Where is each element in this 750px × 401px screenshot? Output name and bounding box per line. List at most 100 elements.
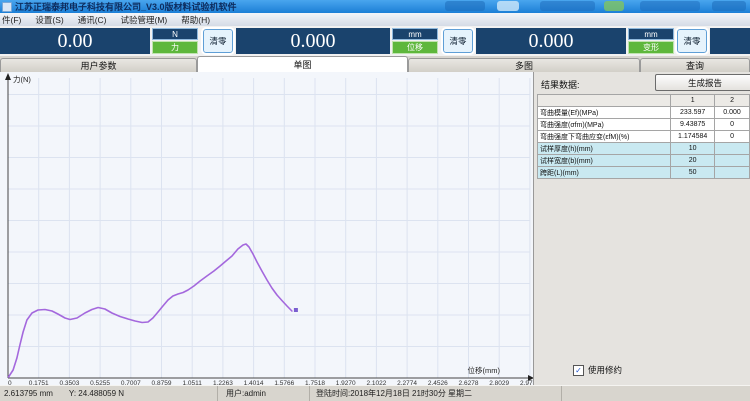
titlebar-decoration [445, 1, 485, 11]
title-bar: 江苏正瑞泰邦电子科技有限公司_V3.0版材料试验机软件 [0, 0, 750, 13]
menu-item-4[interactable]: 试验管理(M) [120, 14, 168, 25]
result-value [714, 166, 750, 179]
cursor-x-readout: 2.613795 mm [4, 389, 53, 398]
table-row[interactable]: 试样厚度(h)(mm) 10 [536, 142, 750, 155]
svg-text:0.3503: 0.3503 [59, 380, 79, 385]
status-bar: 2.613795 mm Y: 24.488059 N 用户:admin 登陆时间… [0, 385, 750, 401]
titlebar-decoration [640, 1, 700, 11]
result-value: 0 [714, 130, 750, 143]
chart-grid [8, 78, 531, 378]
measurement-display-row: 0.00 N 力清零 0.000 mm 位移 清零 0.000 mm 变形 清零 [0, 26, 750, 56]
channel-label: 变形 [628, 41, 674, 54]
table-row[interactable]: 跨距(L)(mm) 50 [536, 166, 750, 179]
result-name: 弯曲强度(σfm)(MPa) [536, 118, 672, 131]
channel-label: 力 [152, 41, 198, 54]
y-axis-label: 力(N) [13, 74, 31, 84]
svg-text:2.9781: 2.9781 [520, 380, 533, 385]
svg-text:0.8759: 0.8759 [152, 380, 172, 385]
use-rounding-checkbox[interactable]: ✓ 使用修约 [573, 364, 622, 376]
tab-bar: 用户参数 单图 多图 查询 [0, 56, 750, 72]
unit-stack: mm 变形 [628, 28, 674, 54]
generate-report-button[interactable]: 生成报告 [655, 74, 750, 91]
display-filler [710, 28, 750, 54]
result-value: 233.597 [670, 106, 716, 119]
table-column-header [536, 94, 672, 107]
titlebar-decoration [540, 1, 595, 11]
x-tick-labels: 0 0.1751 0.3503 0.5255 0.7007 0.8759 1.0511 1.2… [8, 380, 533, 385]
clear-button-变形[interactable]: 清零 [675, 27, 709, 55]
use-rounding-label: 使用修约 [588, 365, 623, 375]
svg-text:2.4526: 2.4526 [428, 380, 448, 385]
table-row[interactable]: 弯曲模量(Ef)(MPa) 233.597 0.000 [536, 106, 750, 119]
app-icon [2, 1, 12, 12]
svg-text:1.9270: 1.9270 [336, 380, 356, 385]
result-value [714, 154, 750, 167]
result-value [714, 142, 750, 155]
result-value: 0.000 [714, 106, 750, 119]
display-value-变形: 0.000 [476, 28, 626, 54]
display-value-力: 0.00 [0, 28, 150, 54]
svg-text:1.2263: 1.2263 [213, 380, 233, 385]
svg-text:1.4014: 1.4014 [244, 380, 264, 385]
table-column-header: 1 [670, 94, 716, 107]
result-value: 10 [670, 142, 716, 155]
svg-text:2.2774: 2.2774 [397, 380, 417, 385]
svg-text:1.7518: 1.7518 [305, 380, 325, 385]
tab-用户参数[interactable]: 用户参数 [0, 58, 197, 72]
display-value-位移: 0.000 [236, 28, 390, 54]
logged-user: 用户:admin [226, 389, 267, 398]
window-title: 江苏正瑞泰邦电子科技有限公司_V3.0版材料试验机软件 [15, 2, 237, 12]
table-row[interactable]: 试样宽度(b)(mm) 20 [536, 154, 750, 167]
menu-item-1[interactable]: 件(F) [2, 14, 22, 25]
result-name: 跨距(L)(mm) [536, 166, 672, 179]
result-name: 试样厚度(h)(mm) [536, 142, 672, 155]
result-value: 9.43875 [670, 118, 716, 131]
unit-label: mm [628, 28, 674, 40]
clear-button-力[interactable]: 清零 [201, 27, 235, 55]
tab-单图[interactable]: 单图 [197, 56, 408, 72]
titlebar-decoration [712, 1, 746, 11]
table-row[interactable]: 弯曲强度(σfm)(MPa) 9.43875 0 [536, 118, 750, 131]
svg-text:2.6278: 2.6278 [459, 380, 479, 385]
clear-button-位移[interactable]: 清零 [441, 27, 475, 55]
svg-text:0.1751: 0.1751 [29, 380, 49, 385]
result-value: 1.174584 [670, 130, 716, 143]
result-name: 试样宽度(b)(mm) [536, 154, 672, 167]
svg-text:1.0511: 1.0511 [182, 380, 202, 385]
svg-text:2.8029: 2.8029 [489, 380, 509, 385]
result-value: 0 [714, 118, 750, 131]
login-time: 登陆时间:2018年12月18日 21时30分 星期二 [316, 389, 473, 398]
tab-查询[interactable]: 查询 [640, 58, 750, 72]
results-data-label: 结果数据: [541, 80, 580, 90]
checkbox-icon[interactable]: ✓ [573, 364, 584, 376]
force-displacement-chart: 力(N) 位移(mm) 0 0.1751 0.3503 0.5255 0.7007 0.8… [5, 73, 533, 385]
y-axis-arrow-icon [5, 73, 11, 80]
menu-bar: 件(F) 设置(S) 通讯(C) 试验管理(M) 帮助(H) [0, 13, 750, 26]
menu-item-2[interactable]: 设置(S) [35, 14, 64, 25]
unit-stack: mm 位移 [392, 28, 438, 54]
result-name: 弯曲强度下弯曲应变(εfM)(%) [536, 130, 672, 143]
menu-item-5[interactable]: 帮助(H) [181, 14, 211, 25]
unit-label: mm [392, 28, 438, 40]
x-axis-label: 位移(mm) [468, 365, 501, 375]
tab-多图[interactable]: 多图 [408, 58, 640, 72]
svg-text:2.1022: 2.1022 [366, 380, 386, 385]
table-row[interactable]: 弯曲强度下弯曲应变(εfM)(%) 1.174584 0 [536, 130, 750, 143]
svg-text:0.5255: 0.5255 [90, 380, 110, 385]
table-column-header: 2 [714, 94, 750, 107]
result-value: 50 [670, 166, 716, 179]
unit-label: N [152, 28, 198, 40]
chart-panel: 力(N) 位移(mm) 0 0.1751 0.3503 0.5255 0.7007 0.8… [0, 72, 533, 385]
force-displacement-curve [7, 243, 293, 378]
titlebar-decoration [497, 1, 519, 11]
svg-text:0.7007: 0.7007 [121, 380, 141, 385]
channel-label: 位移 [392, 41, 438, 54]
svg-text:1.5766: 1.5766 [274, 380, 294, 385]
result-value: 20 [670, 154, 716, 167]
result-name: 弯曲模量(Ef)(MPa) [536, 106, 672, 119]
svg-text:0: 0 [8, 380, 12, 385]
menu-item-3[interactable]: 通讯(C) [77, 14, 107, 25]
x-axis-arrow-icon [528, 375, 533, 381]
